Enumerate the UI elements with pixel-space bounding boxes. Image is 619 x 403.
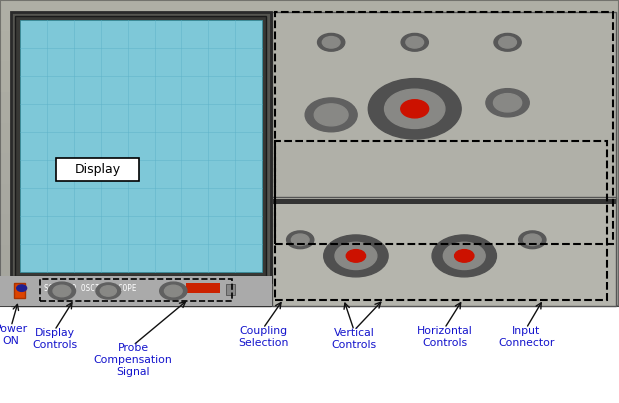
Circle shape	[346, 249, 366, 262]
Bar	[56, 158, 139, 181]
Circle shape	[322, 37, 340, 48]
Text: Vertical
Controls: Vertical Controls	[332, 328, 376, 350]
Circle shape	[48, 282, 76, 300]
Bar	[0, 92, 619, 123]
Bar	[20, 20, 262, 272]
Bar	[0, 0, 619, 31]
Circle shape	[443, 242, 485, 270]
Bar	[186, 283, 220, 293]
Bar	[11, 12, 271, 282]
Bar	[275, 12, 613, 244]
Bar	[15, 16, 266, 276]
Bar	[0, 123, 619, 153]
Circle shape	[324, 235, 388, 277]
Circle shape	[305, 98, 357, 132]
Circle shape	[401, 33, 428, 51]
Circle shape	[384, 89, 445, 129]
Bar	[272, 12, 616, 202]
Circle shape	[96, 283, 121, 299]
Text: Input
Connector: Input Connector	[498, 326, 555, 348]
Circle shape	[292, 234, 309, 245]
Circle shape	[314, 104, 348, 126]
Bar	[0, 153, 619, 184]
Bar	[0, 276, 619, 306]
Bar	[0, 31, 619, 61]
Text: SS-5710 OSCILLOSCOPE: SS-5710 OSCILLOSCOPE	[43, 284, 136, 293]
Text: Horizontal
Controls: Horizontal Controls	[417, 326, 472, 348]
Bar	[0, 245, 619, 276]
Bar	[272, 199, 616, 204]
Text: Probe
Compensation
Signal: Probe Compensation Signal	[93, 343, 173, 376]
Bar	[272, 197, 616, 306]
Circle shape	[335, 242, 377, 270]
Circle shape	[493, 93, 522, 112]
Circle shape	[100, 286, 116, 296]
Bar	[14, 283, 25, 298]
Bar	[0, 61, 619, 92]
Bar	[275, 141, 607, 300]
Text: Display: Display	[74, 163, 121, 176]
Bar	[0, 214, 619, 245]
Circle shape	[406, 37, 423, 48]
Circle shape	[17, 285, 27, 291]
Text: Display
Controls: Display Controls	[32, 328, 77, 350]
Circle shape	[499, 37, 516, 48]
Circle shape	[160, 282, 187, 300]
Bar	[226, 284, 235, 295]
Bar	[0, 184, 619, 214]
Bar	[0, 0, 619, 306]
Circle shape	[401, 100, 429, 118]
Circle shape	[486, 89, 529, 117]
Bar	[11, 276, 271, 306]
Circle shape	[494, 33, 521, 51]
Bar	[40, 279, 232, 301]
Circle shape	[165, 285, 182, 297]
Circle shape	[53, 285, 71, 297]
Text: Power
ON: Power ON	[0, 324, 28, 346]
Circle shape	[318, 33, 345, 51]
Circle shape	[519, 231, 546, 249]
Circle shape	[454, 249, 474, 262]
Text: Coupling
Selection: Coupling Selection	[238, 326, 288, 348]
Circle shape	[524, 234, 541, 245]
Circle shape	[432, 235, 496, 277]
Circle shape	[287, 231, 314, 249]
Bar	[0, 276, 272, 306]
Circle shape	[368, 79, 461, 139]
